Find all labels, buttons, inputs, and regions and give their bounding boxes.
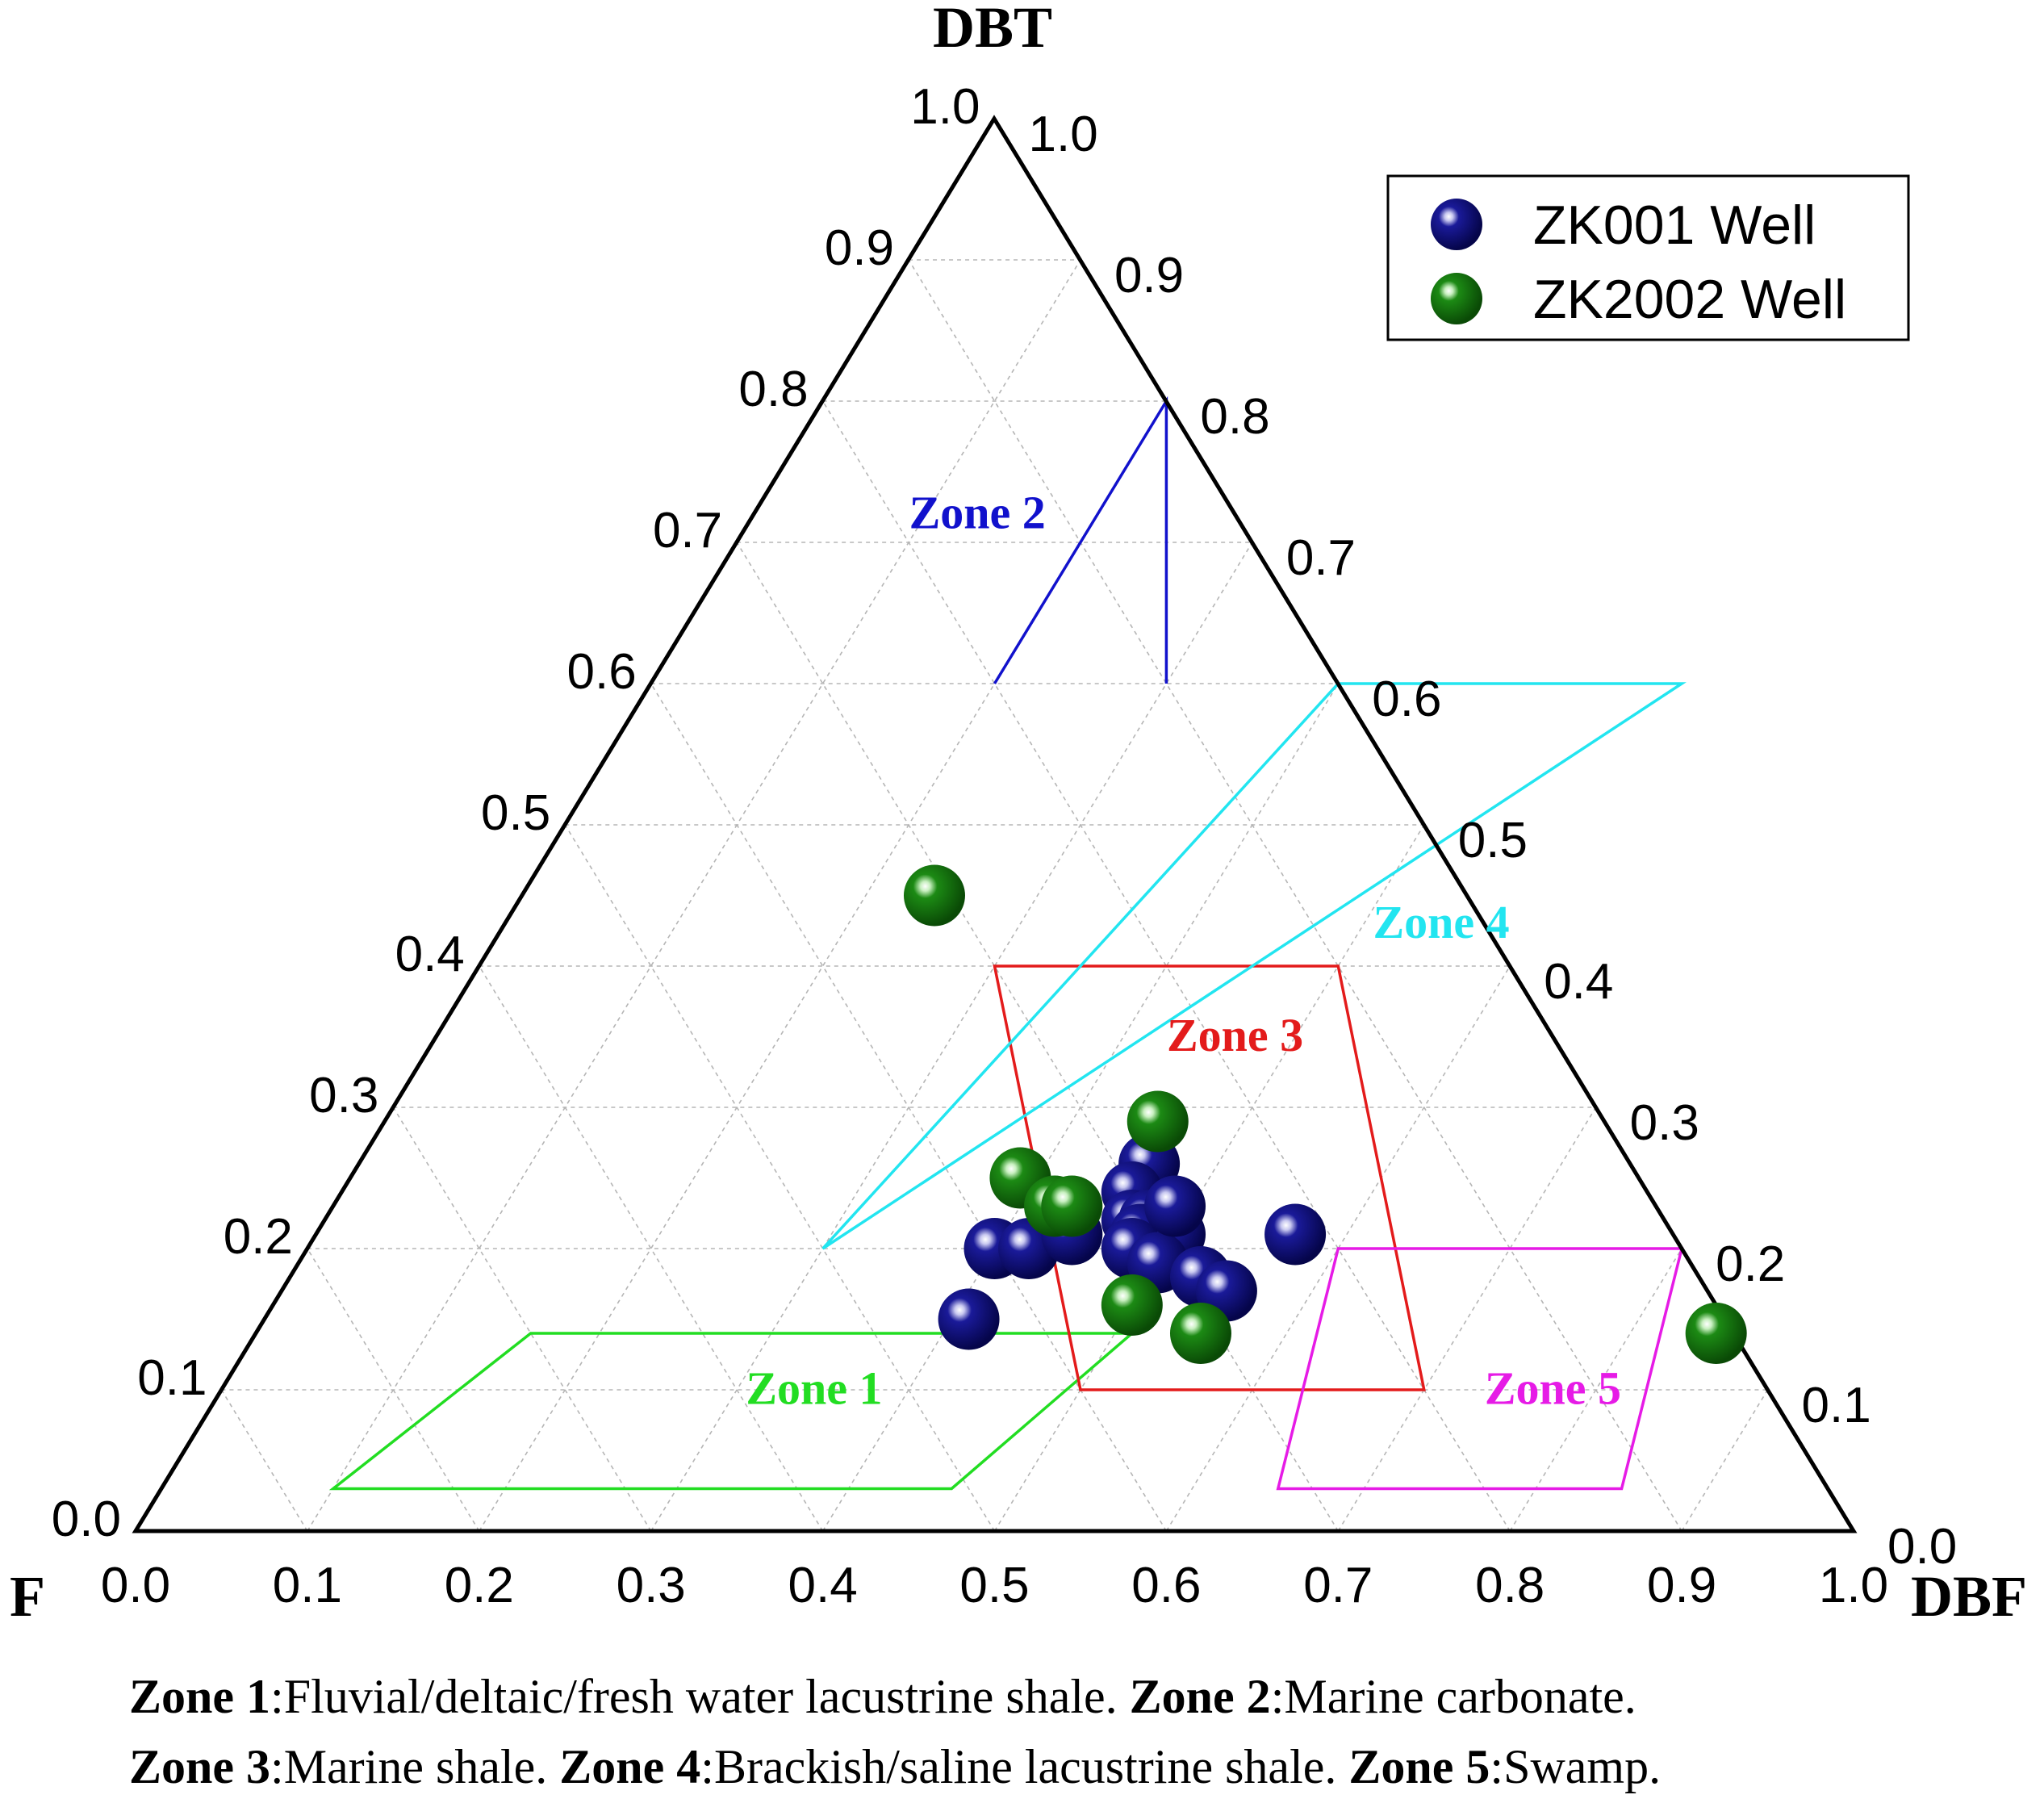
grid-line xyxy=(736,542,1339,1532)
tick-right: 0.5 xyxy=(1458,813,1528,868)
zk2002-point xyxy=(1101,1274,1163,1336)
grid-line xyxy=(1165,965,1511,1532)
tick-right: 0.0 xyxy=(1887,1519,1957,1575)
zone-3-label: Zone 3 xyxy=(1167,1009,1303,1061)
zone-5-boundary xyxy=(1276,1247,1684,1491)
tick-bottom: 0.0 xyxy=(101,1558,170,1613)
tick-left: 0.8 xyxy=(738,362,808,417)
zk001-point xyxy=(1144,1175,1206,1237)
caption-line-2: Zone 3:Marine shale. Zone 4:Brackish/sal… xyxy=(129,1739,1661,1795)
tick-left: 0.0 xyxy=(52,1491,121,1547)
zone-3-boundary xyxy=(993,964,1426,1391)
zone-2-label: Zone 2 xyxy=(909,487,1046,539)
axis-label-left: F xyxy=(10,1564,45,1629)
tick-right: 0.9 xyxy=(1114,248,1184,303)
legend-label-zk2002: ZK2002 Well xyxy=(1533,269,1846,330)
zk2002-point xyxy=(1041,1175,1103,1237)
caption-zone5-desc: :Swamp. xyxy=(1490,1740,1662,1793)
caption-zone2-desc: :Marine carbonate. xyxy=(1270,1670,1636,1723)
grid-line xyxy=(821,400,1511,1532)
tick-bottom: 0.7 xyxy=(1303,1558,1373,1613)
caption-zone4-desc: :Brackish/saline lacustrine shale. xyxy=(700,1740,1349,1793)
tick-labels: 0.0 0.0 0.0 0.1 0.1 0.1 0.2 0.2 0.2 0.3 0.3 0.3 0.4 0… xyxy=(52,79,1957,1613)
zk001-point xyxy=(938,1288,1000,1350)
tick-bottom: 0.1 xyxy=(273,1558,342,1613)
tick-right: 1.0 xyxy=(1029,107,1098,162)
caption-zone5-title: Zone 5 xyxy=(1348,1740,1490,1793)
grid-line xyxy=(479,400,1168,1532)
legend-label-zk001: ZK001 Well xyxy=(1533,195,1816,256)
axis-label-top: DBT xyxy=(933,0,1052,60)
grid-line xyxy=(1681,1389,1769,1532)
caption-line-1: Zone 1:Fluvial/deltaic/fresh water lacus… xyxy=(129,1669,1636,1725)
legend-marker-zk2002 xyxy=(1431,273,1482,324)
tick-bottom: 0.5 xyxy=(959,1558,1029,1613)
tick-right: 0.4 xyxy=(1544,954,1613,1010)
caption-zone2-title: Zone 2 xyxy=(1129,1670,1271,1723)
tick-left: 0.3 xyxy=(309,1068,378,1123)
grid-line xyxy=(564,824,996,1532)
caption-zone4-title: Zone 4 xyxy=(559,1740,701,1793)
grid-line xyxy=(650,542,1253,1532)
tick-right: 0.7 xyxy=(1286,530,1356,586)
grid-line xyxy=(307,259,1081,1532)
tick-right: 0.8 xyxy=(1200,389,1269,445)
tick-bottom: 0.9 xyxy=(1647,1558,1716,1613)
grid-line xyxy=(220,1389,308,1532)
zk2002-point xyxy=(1126,1090,1189,1153)
tick-left: 0.2 xyxy=(224,1209,293,1265)
grid-line xyxy=(1509,1248,1682,1532)
zone-5-label: Zone 5 xyxy=(1485,1362,1621,1415)
caption-zone3-desc: :Marine shale. xyxy=(270,1740,560,1793)
grid-line xyxy=(908,259,1682,1532)
grid-lines xyxy=(220,259,1769,1532)
grid-line xyxy=(1337,1107,1597,1532)
legend: ZK001 Well ZK2002 Well xyxy=(1386,174,1910,341)
tick-bottom: 0.6 xyxy=(1131,1558,1201,1613)
tick-left: 0.9 xyxy=(825,220,894,276)
tick-right: 0.2 xyxy=(1716,1236,1785,1292)
caption-zone3-title: Zone 3 xyxy=(129,1740,271,1793)
tick-left: 0.4 xyxy=(395,927,465,982)
grid-line xyxy=(392,1107,652,1532)
tick-bottom: 0.3 xyxy=(617,1558,686,1613)
tick-left: 0.6 xyxy=(566,644,636,700)
caption-zone1-title: Zone 1 xyxy=(129,1670,271,1723)
zk2002-point xyxy=(1169,1303,1231,1364)
tick-bottom: 0.4 xyxy=(788,1558,857,1613)
tick-bottom: 0.8 xyxy=(1475,1558,1544,1613)
triangle-outline xyxy=(132,115,1858,1533)
tick-right: 0.1 xyxy=(1802,1378,1871,1433)
grid-line xyxy=(479,965,824,1532)
caption-zone1-desc: :Fluvial/deltaic/fresh water lacustrine … xyxy=(270,1670,1130,1723)
legend-marker-zk001 xyxy=(1431,199,1482,250)
zone-labels: Zone 1 Zone 2 Zone 3 Zone 4 Zone 5 xyxy=(746,487,1621,1415)
tick-bottom: 1.0 xyxy=(1819,1558,1888,1613)
tick-left: 1.0 xyxy=(910,79,980,135)
grid-line xyxy=(993,824,1425,1532)
tick-right: 0.3 xyxy=(1630,1095,1699,1151)
tick-bottom: 0.2 xyxy=(445,1558,514,1613)
grid-line xyxy=(307,1248,480,1532)
tick-left: 0.1 xyxy=(137,1350,207,1406)
tick-left: 0.7 xyxy=(653,503,722,559)
data-points xyxy=(903,864,1747,1364)
zone-4-boundary xyxy=(821,682,1687,1250)
zone-1-boundary xyxy=(328,1332,1136,1491)
zk2002-point xyxy=(1685,1303,1747,1364)
zone-4-label: Zone 4 xyxy=(1373,896,1509,948)
zone-1-label: Zone 1 xyxy=(746,1362,882,1415)
zk2002-point xyxy=(903,864,965,927)
triangle-frame xyxy=(132,115,1858,1533)
tick-right: 0.6 xyxy=(1372,671,1441,727)
axis-label-right: DBF xyxy=(1911,1564,2027,1629)
zk001-point xyxy=(1264,1203,1327,1266)
tick-left: 0.5 xyxy=(481,785,550,841)
